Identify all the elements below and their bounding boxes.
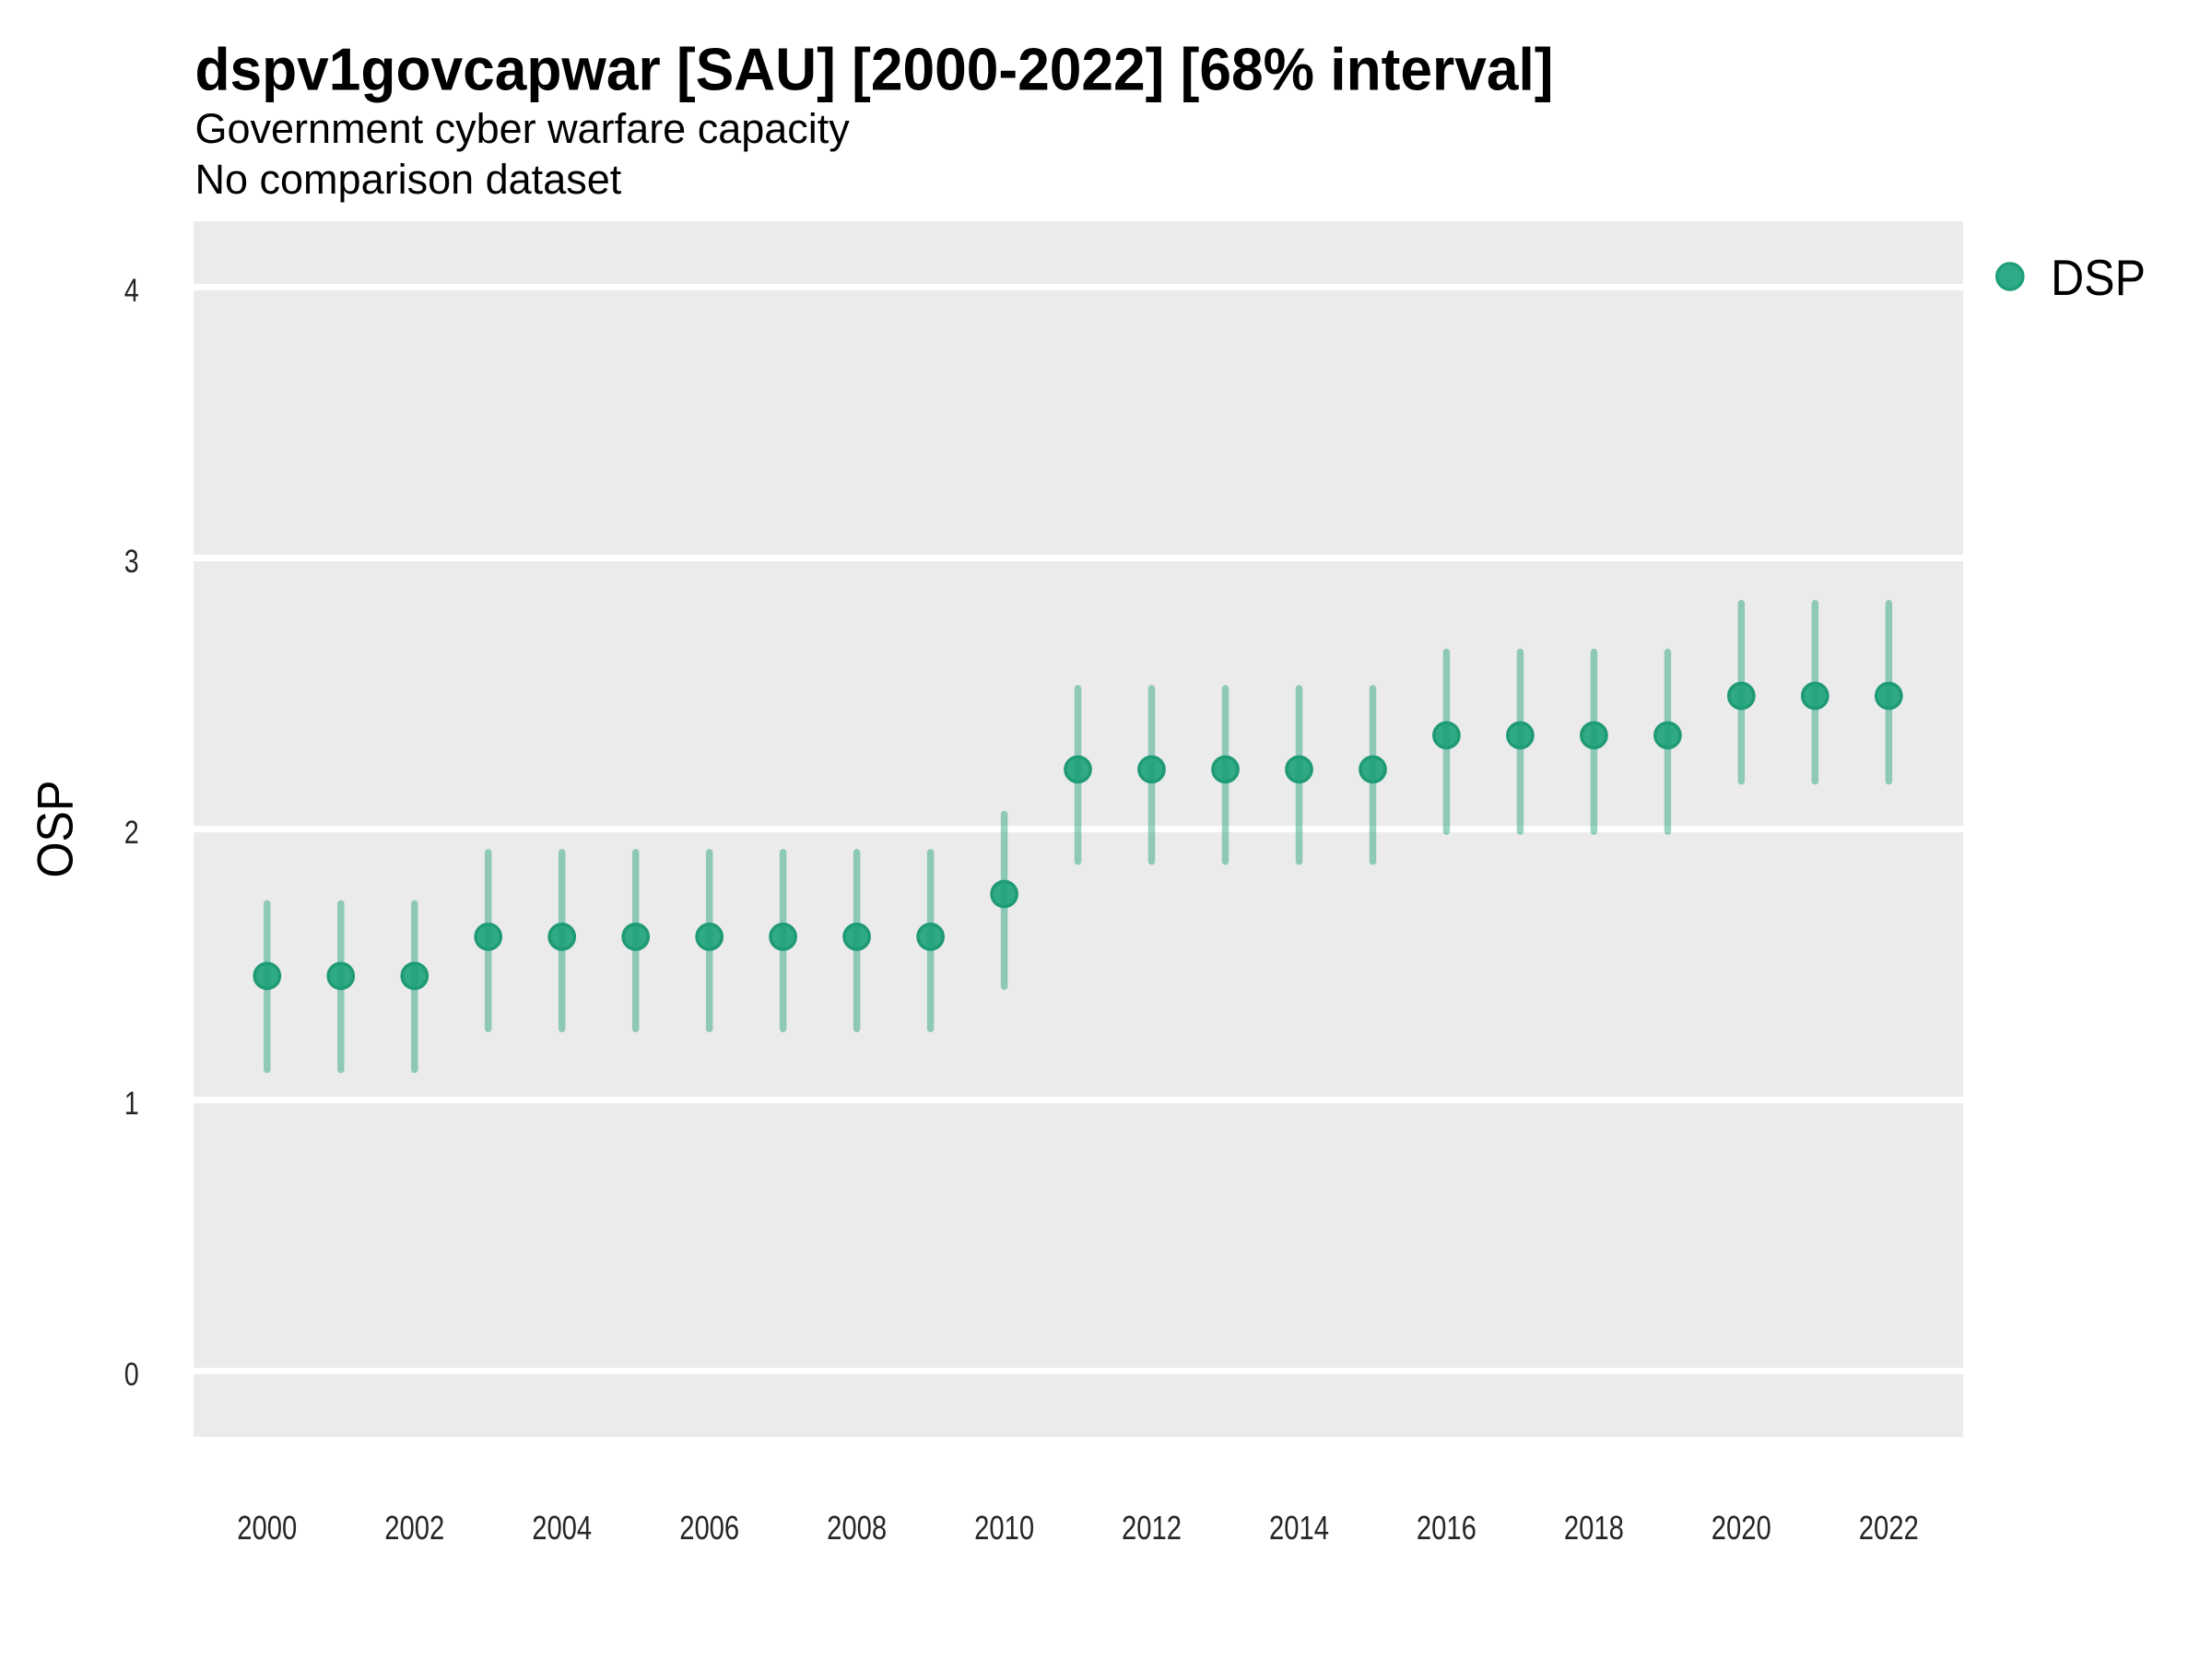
svg-text:2004: 2004	[532, 1509, 592, 1547]
svg-text:2002: 2002	[384, 1509, 444, 1547]
svg-text:2010: 2010	[974, 1509, 1034, 1547]
svg-text:2018: 2018	[1564, 1509, 1624, 1547]
svg-text:Government cyber warfare capac: Government cyber warfare capacity	[195, 105, 851, 152]
svg-text:2008: 2008	[827, 1509, 887, 1547]
svg-text:3: 3	[124, 544, 139, 580]
svg-text:2000: 2000	[237, 1509, 297, 1547]
svg-text:4: 4	[124, 273, 139, 309]
svg-text:2016: 2016	[1417, 1509, 1477, 1547]
svg-text:2014: 2014	[1269, 1509, 1329, 1547]
svg-text:2: 2	[124, 815, 139, 851]
svg-text:dspv1govcapwar [SAU] [2000-202: dspv1govcapwar [SAU] [2000-2022] [68% in…	[195, 36, 1554, 103]
svg-text:1: 1	[124, 1086, 139, 1122]
svg-text:0: 0	[124, 1357, 139, 1393]
svg-text:DSP: DSP	[2051, 249, 2146, 306]
svg-text:2022: 2022	[1859, 1509, 1919, 1547]
svg-text:2006: 2006	[679, 1509, 739, 1547]
svg-text:OSP: OSP	[27, 781, 84, 878]
svg-text:No comparison dataset: No comparison dataset	[195, 156, 622, 203]
svg-text:2012: 2012	[1122, 1509, 1182, 1547]
svg-text:2020: 2020	[1712, 1509, 1771, 1547]
